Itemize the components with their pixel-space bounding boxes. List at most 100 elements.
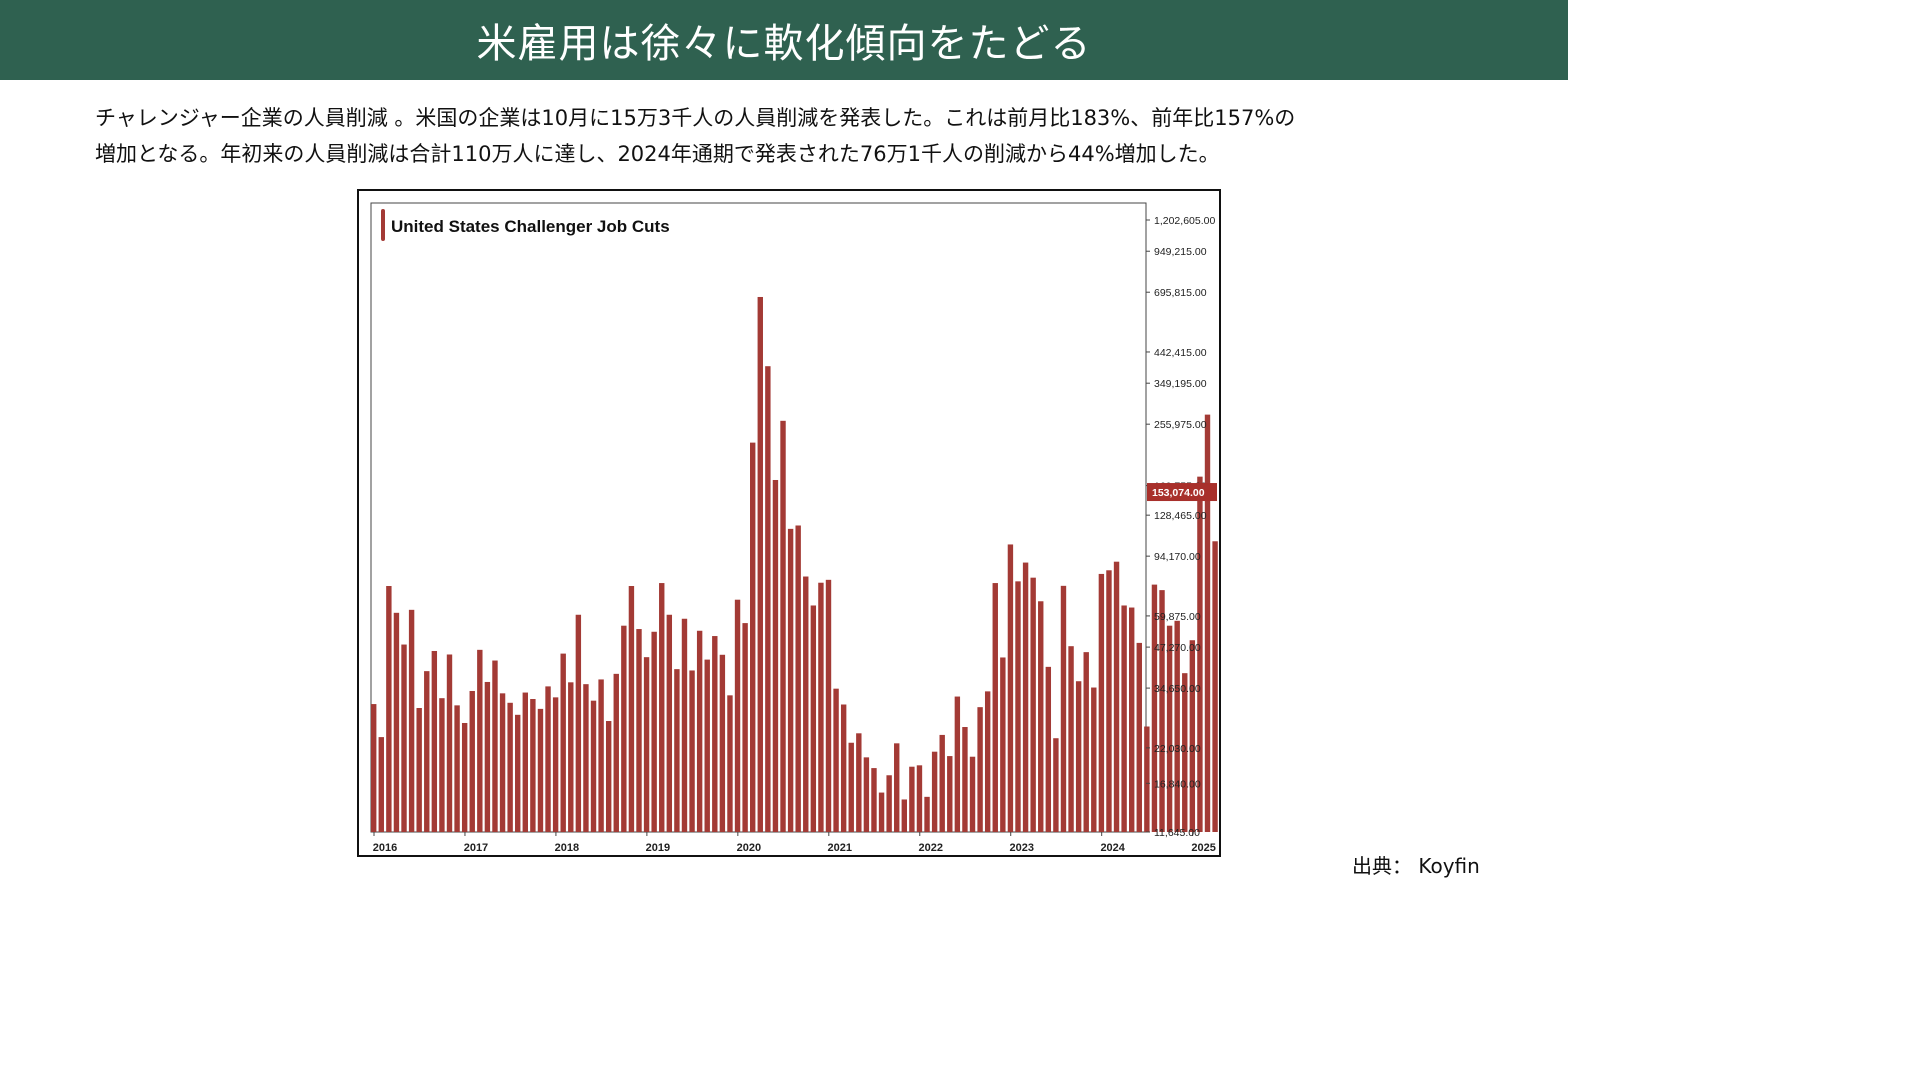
bar-67 <box>871 768 877 832</box>
y-tick-label-5: 255,975.00 <box>1154 419 1207 431</box>
bar-96 <box>1091 687 1097 832</box>
bar-32 <box>605 721 612 832</box>
bar-93 <box>1068 646 1074 832</box>
y-tick-label-2: 695,815.00 <box>1154 287 1207 299</box>
bar-51 <box>750 442 756 832</box>
bar-75 <box>931 751 938 832</box>
bar-105 <box>1159 590 1165 832</box>
bar-38 <box>651 631 657 832</box>
bar-110 <box>1197 476 1203 832</box>
bar-65 <box>856 733 862 832</box>
bar-107 <box>1174 620 1180 832</box>
legend-marker <box>381 209 385 241</box>
bar-47 <box>719 654 726 832</box>
bar-86 <box>1015 581 1021 832</box>
bar-12 <box>454 705 460 832</box>
bar-9 <box>431 650 438 832</box>
bar-50 <box>742 623 748 832</box>
bar-34 <box>621 625 627 832</box>
bar-24 <box>545 686 551 832</box>
y-tick-label-13: 16,840.00 <box>1154 778 1201 790</box>
last-value-label: 153,074.00 <box>1152 487 1205 499</box>
bar-95 <box>1083 652 1089 832</box>
job-cuts-chart: 2016 2017 2018 2019 2020 2021 2022 2023 2024 2025… <box>370 202 1218 854</box>
bar-1 <box>371 704 377 832</box>
bar-55 <box>780 420 786 832</box>
bar-52 <box>757 296 763 833</box>
y-tick-label-11: 34,650.00 <box>1154 683 1201 695</box>
bar-78 <box>954 696 961 832</box>
bar-22 <box>530 699 536 832</box>
slide-title: 米雇用は徐々に軟化傾向をたどる <box>476 21 1092 67</box>
x-tick-label-2025: 2025 <box>1191 842 1215 854</box>
x-tick-label-2022: 2022 <box>919 842 943 854</box>
bar-61 <box>825 579 832 832</box>
bar-27 <box>568 682 574 832</box>
bar-106 <box>1166 625 1173 832</box>
bar-45 <box>704 659 710 832</box>
x-tick-label-2023: 2023 <box>1009 842 1033 854</box>
y-tick-label-4: 349,195.00 <box>1154 378 1207 390</box>
bar-26 <box>560 653 566 832</box>
x-tick-label-2021: 2021 <box>828 842 852 854</box>
bar-6 <box>408 609 415 832</box>
bar-14 <box>469 690 475 832</box>
bar-25 <box>552 697 559 832</box>
bar-82 <box>984 691 991 832</box>
bar-81 <box>977 707 983 832</box>
bar-2 <box>378 737 384 832</box>
y-tick-label-9: 59,875.00 <box>1154 611 1201 623</box>
bar-36 <box>636 629 642 832</box>
bar-98 <box>1106 570 1112 832</box>
bar-70 <box>894 743 900 832</box>
bar-57 <box>795 525 801 832</box>
bar-46 <box>712 636 718 832</box>
bar-13 <box>461 722 468 832</box>
bar-21 <box>522 692 528 832</box>
last-value-badge <box>1147 483 1217 502</box>
bar-60 <box>818 582 824 832</box>
bar-35 <box>628 586 635 832</box>
bar-84 <box>1000 657 1006 832</box>
bar-94 <box>1075 681 1082 832</box>
bar-58 <box>803 576 809 832</box>
bar-37 <box>643 657 650 832</box>
bar-64 <box>848 742 854 832</box>
y-tick-label-14: 11,645.00 <box>1154 827 1200 839</box>
x-tick-label-2019: 2019 <box>646 842 670 854</box>
x-tick-label-2016: 2016 <box>373 842 397 854</box>
bar-108 <box>1182 673 1188 832</box>
bar-59 <box>810 605 817 832</box>
bar-89 <box>1038 601 1044 832</box>
bar-104 <box>1151 584 1158 832</box>
bar-56 <box>787 528 794 832</box>
bar-53 <box>765 366 771 832</box>
bar-88 <box>1030 577 1036 832</box>
y-tick-label-3: 442,415.00 <box>1154 347 1207 359</box>
y-tick-label-8: 94,170.00 <box>1154 551 1201 563</box>
bar-74 <box>924 796 930 832</box>
bar-8 <box>424 671 430 832</box>
bar-33 <box>613 673 619 832</box>
bar-103 <box>1144 726 1150 832</box>
lead-line-1: チャレンジャー企業の人員削減 。米国の企業は10月に15万3千人の人員削減を発表… <box>95 106 1296 130</box>
bar-66 <box>863 757 870 832</box>
bar-11 <box>446 654 453 832</box>
bar-18 <box>499 693 506 832</box>
y-tick-label-1: 949,215.00 <box>1154 246 1207 258</box>
bar-97 <box>1098 573 1105 832</box>
bar-43 <box>689 670 695 832</box>
bar-92 <box>1060 585 1067 832</box>
bar-83 <box>992 583 998 832</box>
bar-42 <box>681 618 688 832</box>
bar-28 <box>575 614 582 832</box>
chart-title: United States Challenger Job Cuts <box>391 217 670 236</box>
bar-49 <box>734 599 741 832</box>
y-tick-label-10: 47,270.00 <box>1154 642 1201 654</box>
source-note: 出典： Koyfin <box>1352 854 1480 878</box>
bar-112 <box>1212 541 1218 832</box>
bar-79 <box>962 727 968 832</box>
y-tick-label-0: 1,202,605.00 <box>1154 215 1215 227</box>
chart-panel: 2016 2017 2018 2019 2020 2021 2022 2023 2024 2025… <box>357 189 1221 857</box>
bar-5 <box>401 644 407 832</box>
